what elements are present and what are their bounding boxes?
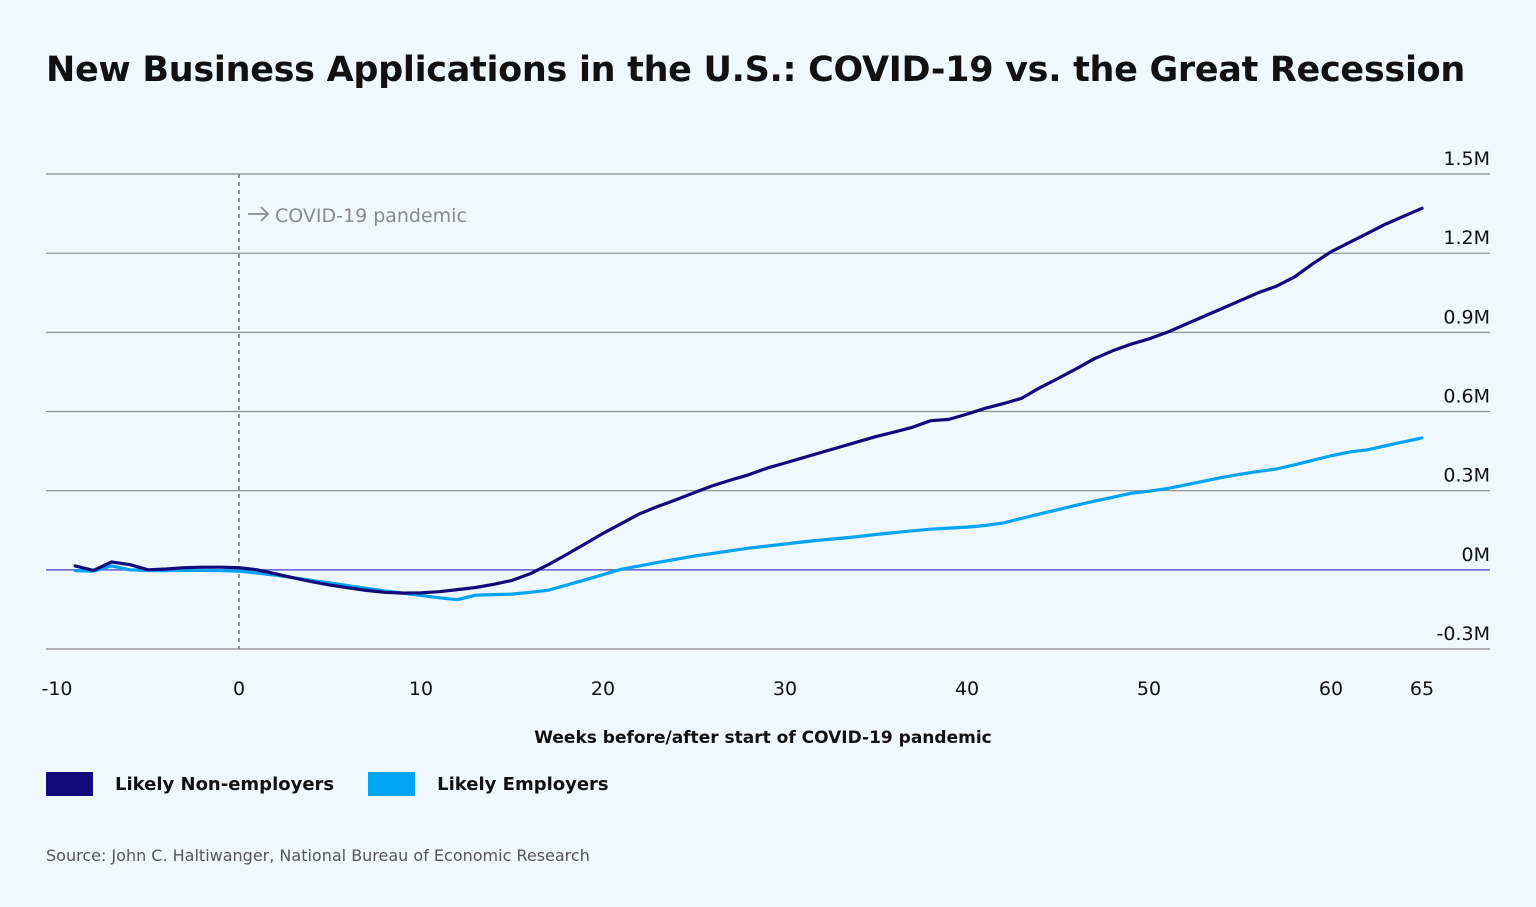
x-axis-ticks: -10 0 10 20 30 40 50 60 65 (41, 678, 1434, 700)
x-tick-label: -10 (41, 678, 72, 700)
series-line-likely-non-employers (73, 206, 1424, 595)
y-tick-label: 0M (1462, 544, 1490, 566)
y-axis-ticks: 1.5M 1.2M 0.9M 0.6M 0.3M 0M -0.3M (1437, 148, 1490, 645)
y-tick-label: 1.5M (1443, 148, 1490, 170)
x-tick-label: 50 (1137, 678, 1161, 700)
y-tick-label: 0.9M (1443, 306, 1490, 328)
gridlines (46, 173, 1490, 650)
legend-swatch-non-employers (46, 772, 93, 796)
y-tick-label: 1.2M (1443, 227, 1490, 249)
legend-label-non-employers: Likely Non-employers (115, 773, 335, 795)
x-tick-label: 30 (773, 678, 797, 700)
arrow-right-icon (248, 206, 270, 222)
x-axis-label: Weeks before/after start of COVID-19 pan… (534, 728, 991, 748)
x-tick-label: 10 (409, 678, 433, 700)
y-tick-label: 0.6M (1443, 386, 1490, 408)
y-tick-label: 0.3M (1443, 465, 1490, 487)
x-tick-label: 65 (1410, 678, 1434, 700)
annotation-text: COVID-19 pandemic (275, 205, 467, 227)
x-tick-label: 0 (233, 678, 245, 700)
legend: Likely Non-employers Likely Employers (46, 772, 643, 796)
x-tick-label: 40 (955, 678, 979, 700)
legend-item-employers: Likely Employers (368, 772, 609, 796)
legend-label-employers: Likely Employers (437, 773, 609, 795)
data-series (73, 206, 1424, 602)
legend-swatch-employers (368, 772, 416, 796)
source-note: Source: John C. Haltiwanger, National Bu… (46, 846, 590, 865)
chart-plot: 1.5M 1.2M 0.9M 0.6M 0.3M 0M -0.3M -10 0 10 20 30 40… (41, 148, 1490, 748)
x-tick-label: 20 (591, 678, 615, 700)
x-tick-label: 60 (1319, 678, 1343, 700)
y-tick-label: -0.3M (1437, 623, 1490, 645)
chart-title: New Business Applications in the U.S.: C… (46, 50, 1465, 90)
legend-item-non-employers: Likely Non-employers (46, 772, 334, 796)
